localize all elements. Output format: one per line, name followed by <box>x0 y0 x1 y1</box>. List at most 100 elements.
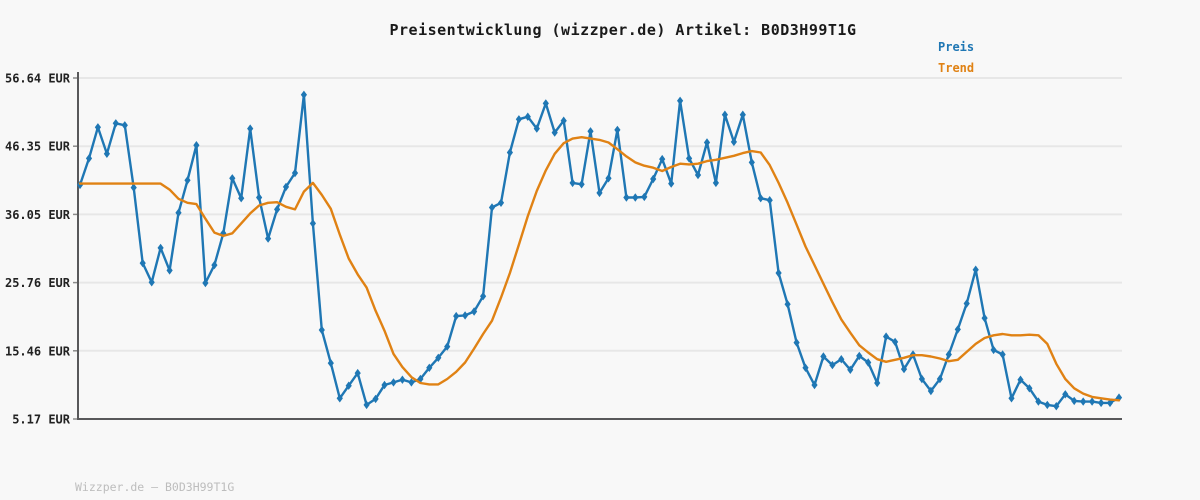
data-point-marker <box>381 380 388 390</box>
data-point-marker <box>157 243 164 253</box>
data-point-marker <box>1098 398 1105 408</box>
data-point-marker <box>927 386 934 396</box>
data-point-marker <box>739 110 746 119</box>
data-point-marker <box>587 127 594 136</box>
data-point-marker <box>462 311 469 320</box>
data-point-marker <box>542 99 549 108</box>
data-point-marker <box>1106 398 1114 408</box>
legend-label-preis: Preis <box>938 40 974 54</box>
data-point-marker <box>874 378 881 388</box>
data-point-marker <box>1053 402 1060 411</box>
data-point-marker <box>435 353 442 362</box>
data-point-marker <box>578 180 585 189</box>
data-point-marker <box>193 141 200 150</box>
data-point-marker <box>918 374 925 384</box>
data-point-marker <box>112 119 119 128</box>
data-point-marker <box>471 307 478 316</box>
data-point-marker <box>802 363 809 372</box>
data-point-marker <box>85 154 93 163</box>
data-point-marker <box>936 374 943 384</box>
y-tick-label: 15.46 EUR <box>5 344 71 358</box>
data-point-marker <box>282 182 290 192</box>
data-point-marker <box>560 116 567 125</box>
data-point-marker <box>605 174 612 183</box>
data-point-marker <box>256 193 263 202</box>
data-point-marker <box>488 203 496 212</box>
data-point-marker <box>148 278 155 287</box>
data-point-marker <box>336 394 343 403</box>
data-point-marker <box>963 299 970 308</box>
data-point-marker <box>820 352 827 361</box>
y-tick-label: 36.05 EUR <box>5 208 71 222</box>
data-point-marker <box>238 194 245 203</box>
data-point-marker <box>883 332 890 341</box>
data-point-marker <box>1026 384 1033 393</box>
data-point-marker <box>103 149 110 158</box>
y-axis-tick-labels: 56.64 EUR 46.35 EUR 36.05 EUR 25.76 EUR 15.4… <box>5 72 71 427</box>
data-point-marker <box>1080 397 1087 406</box>
data-point-marker <box>677 96 684 105</box>
data-point-marker <box>247 124 254 133</box>
data-point-marker <box>354 368 361 378</box>
data-point-marker <box>1062 390 1069 399</box>
data-point-marker <box>623 193 630 202</box>
data-point-marker <box>372 394 379 404</box>
data-point-marker <box>694 170 702 180</box>
data-point-marker <box>139 258 146 268</box>
data-point-marker <box>184 176 191 185</box>
data-point-marker <box>1115 393 1123 402</box>
data-point-marker <box>838 355 845 364</box>
data-point-marker <box>480 292 487 301</box>
data-point-marker <box>712 178 719 188</box>
data-point-marker <box>265 234 272 243</box>
data-point-marker <box>981 313 988 323</box>
chart-title: Preisentwicklung (wizzper.de) Artikel: B… <box>389 21 856 39</box>
data-point-marker <box>990 345 997 355</box>
data-point-marker <box>668 179 675 188</box>
series-line-preis <box>78 93 1121 408</box>
axes <box>73 72 1122 420</box>
data-point-marker <box>721 110 728 119</box>
data-point-marker <box>757 194 764 203</box>
data-point-marker <box>1008 394 1015 403</box>
data-point-marker <box>1071 396 1078 406</box>
data-point-marker <box>345 381 352 390</box>
watermark-text: Wizzper.de — B0D3H99T1G <box>75 480 234 494</box>
series-lines <box>76 90 1123 411</box>
chart-legend: Preis Trend <box>938 40 974 75</box>
data-point-marker <box>829 360 836 370</box>
y-tick-label: 56.64 EUR <box>5 72 71 86</box>
data-point-marker <box>318 325 325 335</box>
data-point-marker <box>417 374 424 384</box>
data-point-marker <box>632 193 639 202</box>
data-point-marker <box>999 350 1006 359</box>
data-point-marker <box>309 219 316 228</box>
data-point-marker <box>596 188 603 198</box>
data-point-marker <box>453 311 460 321</box>
data-point-marker <box>856 351 863 361</box>
data-point-marker <box>775 268 782 278</box>
y-tick-label: 5.17 EUR <box>12 413 71 427</box>
data-point-marker <box>766 196 773 205</box>
data-point-marker <box>703 138 711 147</box>
data-point-marker <box>686 154 693 163</box>
data-point-marker <box>954 325 961 334</box>
data-point-marker <box>793 338 800 347</box>
data-point-marker <box>274 205 281 214</box>
data-point-marker <box>175 208 182 217</box>
data-point-marker <box>399 375 406 384</box>
data-point-marker <box>730 137 737 147</box>
data-point-marker <box>327 358 334 368</box>
data-point-marker <box>972 265 979 274</box>
data-point-marker <box>811 380 818 390</box>
data-point-marker <box>202 278 209 288</box>
data-point-marker <box>865 358 872 367</box>
data-point-marker <box>1044 400 1051 410</box>
data-point-marker <box>659 154 666 164</box>
data-point-marker <box>847 365 854 374</box>
data-point-marker <box>229 174 236 183</box>
data-point-marker <box>900 364 908 374</box>
series-line-trend <box>78 135 1121 402</box>
